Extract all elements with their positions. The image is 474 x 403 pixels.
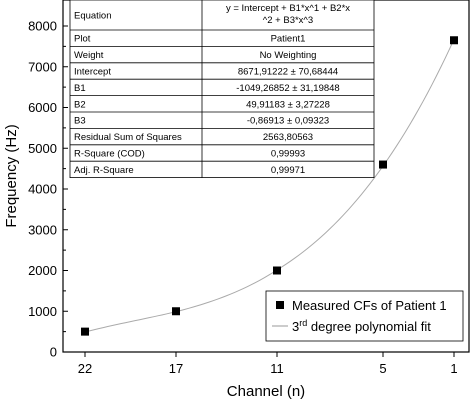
data-point (273, 266, 281, 275)
y-tick-label: 3000 (28, 222, 57, 237)
y-tick-label: 7000 (28, 59, 57, 74)
legend: Measured CFs of Patient 1 3rd degree poly… (265, 290, 464, 342)
stats-row-value: -0,86913 ± 0,09323 (247, 116, 329, 127)
stats-row-value: 8671,91222 ± 70,68444 (238, 67, 338, 78)
y-tick-label: 4000 (28, 182, 57, 197)
stats-row-value: y = Intercept + B1*x^1 + B2*x (226, 3, 350, 14)
stats-row-value: Patient1 (271, 34, 306, 45)
stats-table: Equation y = Intercept + B1*x^1 + B2*x^2 … (69, 0, 375, 179)
stats-row-label: Intercept (74, 67, 111, 78)
stats-row-label: Equation (74, 11, 112, 22)
x-axis: 22 17 11 5 1 (78, 352, 458, 376)
legend-label-fit: 3rd degree polynomial fit (292, 318, 431, 334)
stats-row-label: B1 (74, 83, 86, 94)
stats-row-value: 2563,80563 (263, 132, 313, 143)
fit-curve-layer (84, 39, 455, 333)
x-tick-label: 1 (450, 361, 457, 376)
stats-row-value: 0,99971 (271, 165, 305, 176)
stats-row-label: Weight (74, 50, 104, 61)
data-points-layer (81, 36, 458, 336)
stats-row-label: B2 (74, 99, 86, 110)
legend-frame (265, 290, 464, 342)
y-tick-label: 1000 (28, 304, 57, 319)
x-axis-title: Channel (n) (227, 383, 305, 400)
y-tick-label: 0 (50, 345, 57, 360)
x-tick-label: 5 (379, 361, 386, 376)
stats-row-label: Plot (74, 34, 91, 45)
stats-row-label: Adj. R-Square (74, 165, 134, 176)
y-tick-label: 8000 (28, 19, 57, 34)
data-point (81, 327, 89, 336)
stats-row-label: B3 (74, 116, 86, 127)
fit-curve (84, 39, 455, 333)
stats-row-value: ^2 + B3*x^3 (263, 15, 313, 26)
y-axis-title: Frequency (Hz) (3, 124, 20, 227)
stats-row-label: Residual Sum of Squares (74, 132, 182, 143)
legend-label-measured: Measured CFs of Patient 1 (292, 298, 447, 313)
stats-row-value: No Weighting (260, 50, 317, 61)
y-tick-label: 5000 (28, 141, 57, 156)
data-point (172, 307, 180, 316)
stats-row-value: -1049,26852 ± 31,19848 (236, 83, 339, 94)
x-tick-label: 22 (78, 361, 92, 376)
data-point (379, 160, 387, 169)
plot-frame (62, 0, 470, 353)
legend-marker-measured (276, 301, 284, 309)
stats-row-label: R-Square (COD) (74, 149, 145, 160)
y-tick-label: 2000 (28, 263, 57, 278)
x-tick-label: 17 (169, 361, 183, 376)
x-tick-label: 11 (270, 361, 284, 376)
y-axis: 0 1000 2000 3000 4000 5000 6000 7000 8000 (28, 19, 68, 360)
data-point (450, 36, 458, 45)
y-tick-label: 6000 (28, 100, 57, 115)
stats-row-value: 49,91183 ± 3,27228 (246, 99, 330, 110)
stats-row-value: 0,99993 (271, 149, 305, 160)
